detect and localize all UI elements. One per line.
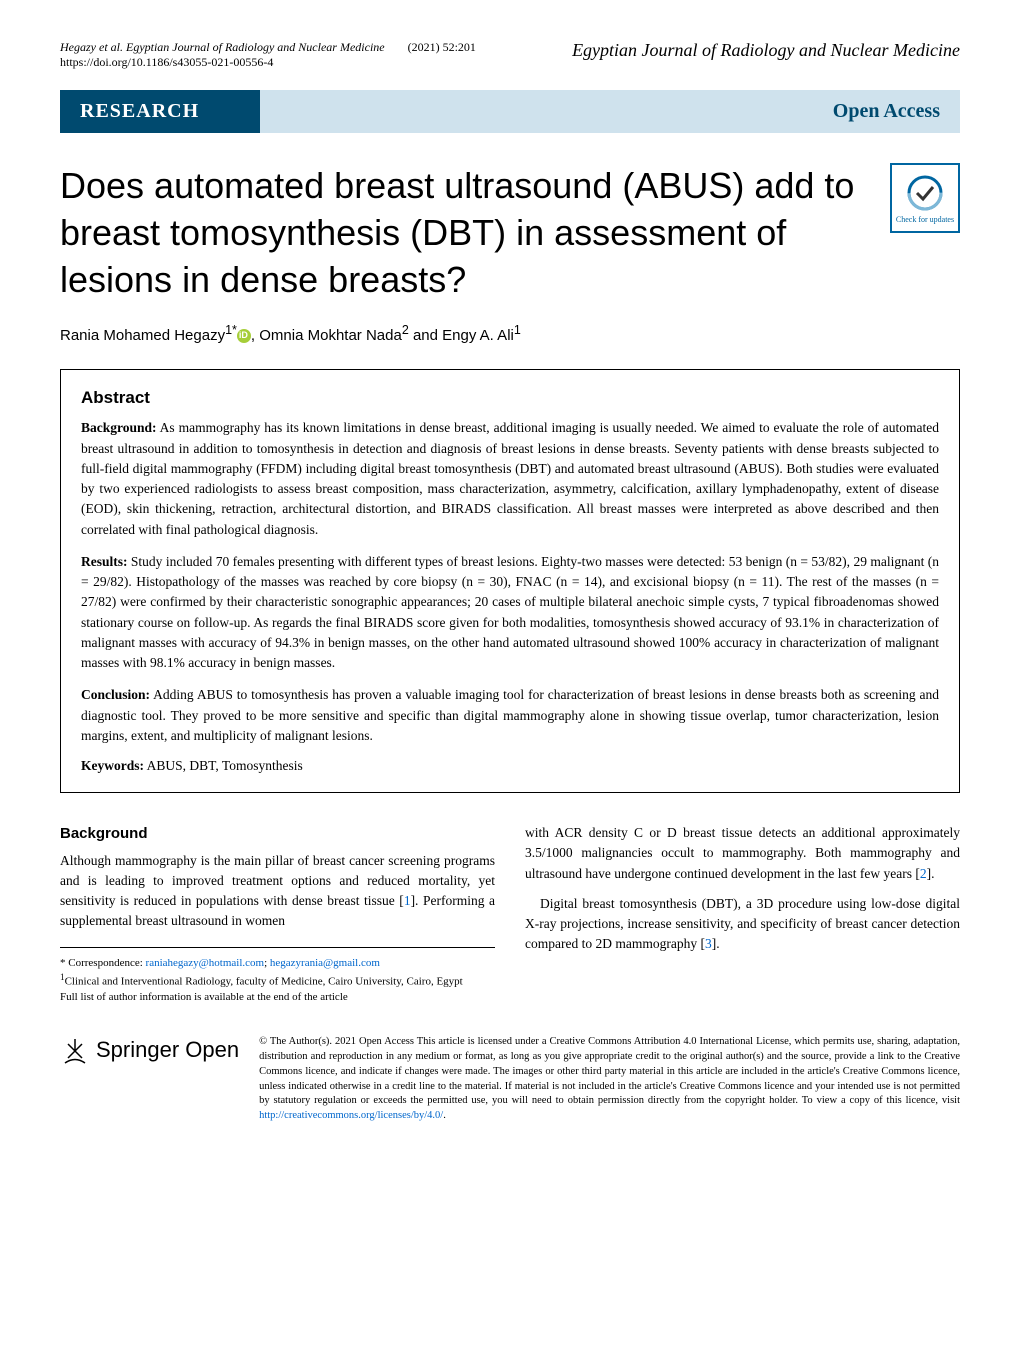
- left-column: Background Although mammography is the m…: [60, 823, 495, 1005]
- check-updates-badge[interactable]: Check for updates: [890, 163, 960, 233]
- correspondence-block: * Correspondence: raniahegazy@hotmail.co…: [60, 947, 495, 1006]
- conclusion-text: Adding ABUS to tomosynthesis has proven …: [81, 687, 939, 743]
- article-title: Does automated breast ultrasound (ABUS) …: [60, 163, 870, 303]
- springer-logo: Springer Open: [60, 1035, 239, 1066]
- springer-icon: [60, 1036, 90, 1066]
- ref-2[interactable]: 2: [920, 866, 927, 881]
- right-column: with ACR density C or D breast tissue de…: [525, 823, 960, 1005]
- springer-text: Springer Open: [96, 1035, 239, 1066]
- abstract-conclusion: Conclusion: Adding ABUS to tomosynthesis…: [81, 685, 939, 746]
- keywords-label: Keywords:: [81, 758, 144, 773]
- crossmark-icon: [905, 173, 945, 213]
- author-1: Rania Mohamed Hegazy: [60, 327, 225, 344]
- right-para-1: with ACR density C or D breast tissue de…: [525, 823, 960, 884]
- keywords-text: ABUS, DBT, Tomosynthesis: [144, 758, 303, 773]
- right-p1b: ].: [927, 866, 935, 881]
- license-text: © The Author(s). 2021 Open Access This a…: [259, 1035, 960, 1123]
- right-para-2: Digital breast tomosynthesis (DBT), a 3D…: [525, 894, 960, 955]
- background-text: As mammography has its known limitations…: [81, 420, 939, 536]
- journal-name: Egyptian Journal of Radiology and Nuclea…: [572, 40, 960, 61]
- article-type: RESEARCH: [60, 90, 260, 133]
- banner: RESEARCH Open Access: [60, 90, 960, 133]
- corr-label: * Correspondence:: [60, 957, 146, 969]
- license-url[interactable]: http://creativecommons.org/licenses/by/4…: [259, 1110, 443, 1121]
- ref-1[interactable]: 1: [404, 893, 411, 908]
- left-para-1: Although mammography is the main pillar …: [60, 851, 495, 932]
- author-3: and Engy A. Ali: [409, 327, 514, 344]
- right-p1a: with ACR density C or D breast tissue de…: [525, 825, 960, 881]
- license-end: .: [443, 1110, 446, 1121]
- orcid-icon[interactable]: [237, 329, 251, 343]
- doi: https://doi.org/10.1186/s43055-021-00556…: [60, 55, 273, 69]
- corr-email-2[interactable]: hegazyrania@gmail.com: [270, 957, 380, 969]
- header-left: Hegazy et al. Egyptian Journal of Radiol…: [60, 40, 572, 70]
- abstract-heading: Abstract: [81, 388, 939, 408]
- check-updates-text: Check for updates: [896, 215, 954, 224]
- license-row: Springer Open © The Author(s). 2021 Open…: [60, 1035, 960, 1123]
- results-text: Study included 70 females presenting wit…: [81, 554, 939, 670]
- author-3-affil: 1: [514, 323, 521, 337]
- background-heading: Background: [60, 823, 495, 846]
- author-2: , Omnia Mokhtar Nada: [251, 327, 402, 344]
- background-label: Background:: [81, 420, 157, 435]
- right-p2b: ].: [712, 936, 720, 951]
- citation: Hegazy et al. Egyptian Journal of Radiol…: [60, 40, 385, 54]
- right-p2a: Digital breast tomosynthesis (DBT), a 3D…: [525, 896, 960, 952]
- ref-3[interactable]: 3: [705, 936, 712, 951]
- keywords-line: Keywords: ABUS, DBT, Tomosynthesis: [81, 758, 939, 774]
- results-label: Results:: [81, 554, 128, 569]
- conclusion-label: Conclusion:: [81, 687, 150, 702]
- open-access-label: Open Access: [260, 90, 960, 133]
- abstract-box: Abstract Background: As mammography has …: [60, 369, 960, 793]
- corr-email-1[interactable]: raniahegazy@hotmail.com: [146, 957, 265, 969]
- abstract-background: Background: As mammography has its known…: [81, 418, 939, 540]
- corr-full-list: Full list of author information is avail…: [60, 991, 348, 1003]
- author-1-affil: 1*: [225, 323, 237, 337]
- author-2-affil: 2: [402, 323, 409, 337]
- year-vol: (2021) 52:201: [408, 40, 476, 54]
- corr-affil: Clinical and Interventional Radiology, f…: [65, 976, 463, 988]
- abstract-results: Results: Study included 70 females prese…: [81, 552, 939, 674]
- body-columns: Background Although mammography is the m…: [60, 823, 960, 1005]
- authors-line: Rania Mohamed Hegazy1* , Omnia Mokhtar Na…: [60, 323, 960, 344]
- license-body: © The Author(s). 2021 Open Access This a…: [259, 1036, 960, 1106]
- header-row: Hegazy et al. Egyptian Journal of Radiol…: [60, 40, 960, 70]
